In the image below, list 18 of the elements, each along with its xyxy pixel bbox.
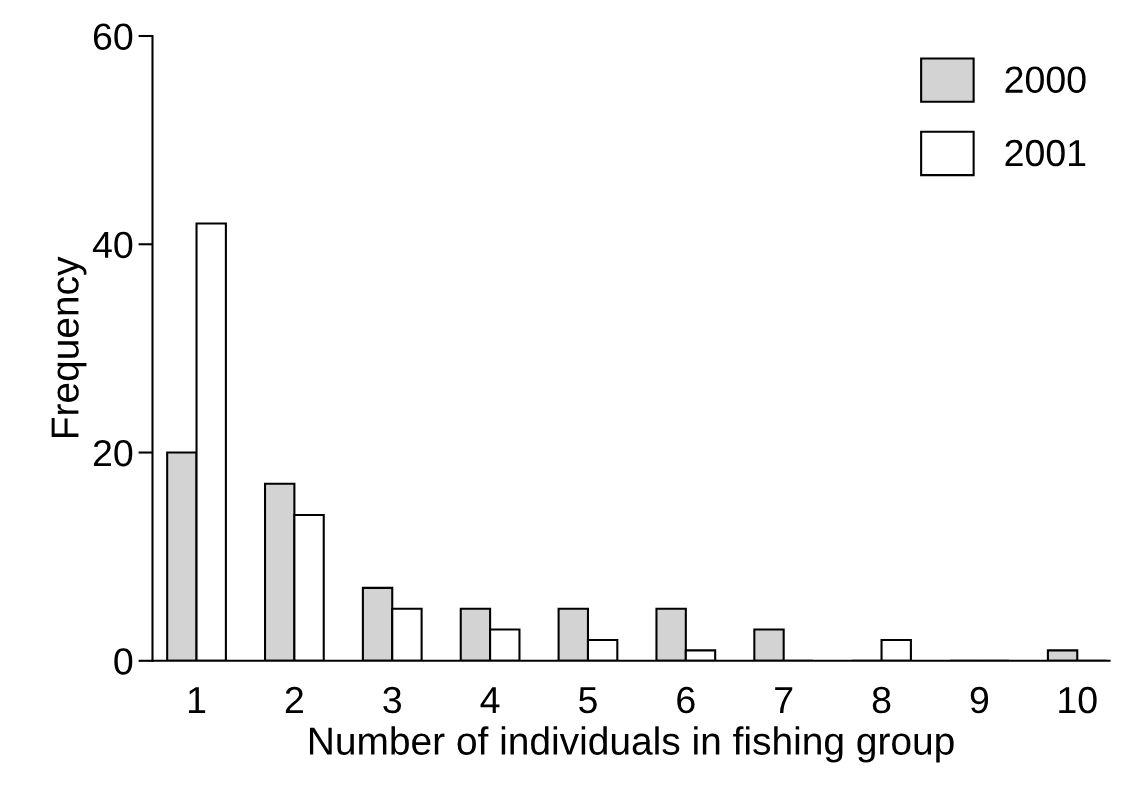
legend-label: 2001 (1005, 139, 1086, 167)
x-tick-label: 3 (383, 686, 402, 714)
x-tick-label: 8 (872, 686, 891, 714)
y-axis-title: Frequency (51, 256, 87, 438)
x-tick-label: 4 (480, 687, 500, 713)
legend-label: 2000 (1005, 66, 1086, 93)
x-tick-label: 1 (188, 687, 206, 713)
x-tick-label: 2 (285, 686, 303, 713)
x-tick-label: 10 (1059, 686, 1097, 714)
x-tick-label: 7 (775, 687, 793, 713)
x-axis-title: Number of individuals in fishing group (309, 726, 954, 763)
x-tick-label: 5 (579, 687, 597, 714)
x-tick-label: 9 (970, 686, 989, 714)
y-tick-label: 0 (114, 648, 133, 675)
y-tick-label: 40 (92, 231, 133, 259)
y-tick-label: 60 (93, 23, 133, 50)
x-tick-label: 6 (677, 686, 695, 714)
y-tick-label: 20 (93, 439, 133, 467)
